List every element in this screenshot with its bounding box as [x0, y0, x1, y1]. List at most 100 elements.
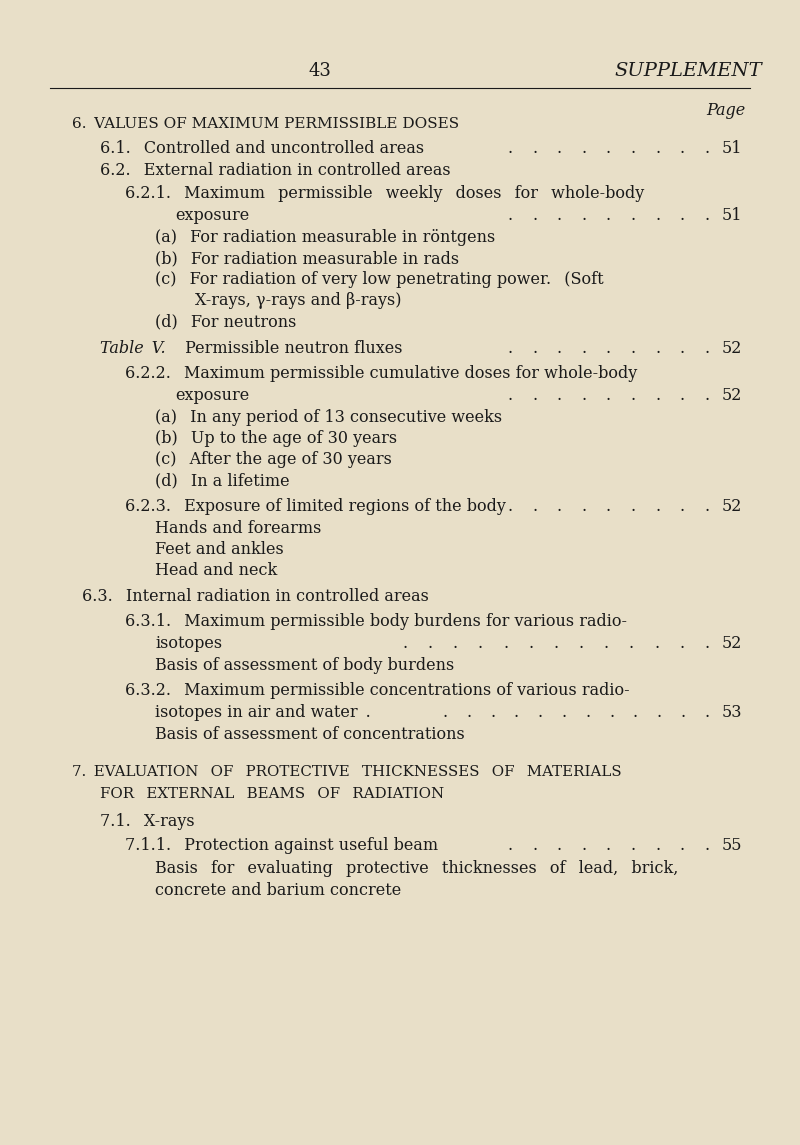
Text: .: . — [490, 704, 495, 721]
Text: exposure: exposure — [175, 207, 250, 224]
Text: .: . — [557, 387, 562, 404]
Text: SUPPLEMENT: SUPPLEMENT — [614, 62, 762, 80]
Text: .: . — [680, 837, 685, 854]
Text: .: . — [630, 387, 636, 404]
Text: .: . — [466, 704, 471, 721]
Text: .: . — [630, 207, 636, 224]
Text: .: . — [582, 140, 586, 157]
Text: .: . — [557, 837, 562, 854]
Text: .: . — [478, 635, 483, 652]
Text: .: . — [582, 498, 586, 515]
Text: 6.2.1.  Maximum  permissible  weekly  doses  for  whole-body: 6.2.1. Maximum permissible weekly doses … — [125, 185, 644, 202]
Text: .: . — [655, 498, 660, 515]
Text: .: . — [453, 635, 458, 652]
Text: isotopes in air and water .: isotopes in air and water . — [155, 704, 370, 721]
Text: 6.2.  External radiation in controlled areas: 6.2. External radiation in controlled ar… — [100, 161, 450, 179]
Text: 7.1.1.  Protection against useful beam: 7.1.1. Protection against useful beam — [125, 837, 438, 854]
Text: .: . — [705, 837, 710, 854]
Text: 52: 52 — [722, 498, 742, 515]
Text: .: . — [630, 140, 636, 157]
Text: isotopes: isotopes — [155, 635, 222, 652]
Text: .: . — [681, 704, 686, 721]
Text: .: . — [402, 635, 407, 652]
Text: (a)  In any period of 13 consecutive weeks: (a) In any period of 13 consecutive week… — [155, 409, 502, 426]
Text: 52: 52 — [722, 387, 742, 404]
Text: exposure: exposure — [175, 387, 250, 404]
Text: .: . — [532, 140, 537, 157]
Text: 55: 55 — [722, 837, 742, 854]
Text: .: . — [507, 837, 513, 854]
Text: .: . — [532, 837, 537, 854]
Text: .: . — [557, 340, 562, 357]
Text: .: . — [557, 140, 562, 157]
Text: 6.1.  Controlled and uncontrolled areas: 6.1. Controlled and uncontrolled areas — [100, 140, 424, 157]
Text: 52: 52 — [722, 340, 742, 357]
Text: .: . — [630, 837, 636, 854]
Text: 53: 53 — [722, 704, 742, 721]
Text: .: . — [655, 837, 660, 854]
Text: .: . — [557, 207, 562, 224]
Text: Table V.: Table V. — [100, 340, 166, 357]
Text: .: . — [503, 635, 508, 652]
Text: .: . — [705, 207, 710, 224]
Text: 51: 51 — [722, 207, 742, 224]
Text: .: . — [629, 635, 634, 652]
Text: 7.1.  X-rays: 7.1. X-rays — [100, 813, 194, 830]
Text: .: . — [705, 340, 710, 357]
Text: (d)  For neutrons: (d) For neutrons — [155, 313, 296, 330]
Text: .: . — [606, 387, 611, 404]
Text: .: . — [705, 498, 710, 515]
Text: .: . — [604, 635, 609, 652]
Text: .: . — [578, 635, 584, 652]
Text: .: . — [532, 207, 537, 224]
Text: Feet and ankles: Feet and ankles — [155, 540, 284, 558]
Text: .: . — [554, 635, 558, 652]
Text: .: . — [680, 207, 685, 224]
Text: 52: 52 — [722, 635, 742, 652]
Text: .: . — [606, 207, 611, 224]
Text: X-rays, γ-rays and β-rays): X-rays, γ-rays and β-rays) — [195, 292, 402, 309]
Text: .: . — [705, 140, 710, 157]
Text: .: . — [528, 635, 534, 652]
Text: .: . — [428, 635, 433, 652]
Text: .: . — [514, 704, 519, 721]
Text: Basis  for  evaluating  protective  thicknesses  of  lead,  brick,: Basis for evaluating protective thicknes… — [155, 860, 678, 877]
Text: .: . — [507, 498, 513, 515]
Text: 6.2.2.  Maximum permissible cumulative doses for whole-body: 6.2.2. Maximum permissible cumulative do… — [125, 365, 638, 382]
Text: .: . — [562, 704, 566, 721]
Text: Basis of assessment of concentrations: Basis of assessment of concentrations — [155, 726, 465, 743]
Text: .: . — [582, 387, 586, 404]
Text: Page: Page — [706, 102, 745, 119]
Text: .: . — [679, 635, 684, 652]
Text: .: . — [442, 704, 447, 721]
Text: .: . — [655, 140, 660, 157]
Text: .: . — [532, 498, 537, 515]
Text: .: . — [532, 387, 537, 404]
Text: 6. VALUES OF MAXIMUM PERMISSIBLE DOSES: 6. VALUES OF MAXIMUM PERMISSIBLE DOSES — [72, 117, 459, 131]
Text: concrete and barium concrete: concrete and barium concrete — [155, 882, 402, 899]
Text: .: . — [705, 704, 710, 721]
Text: 6.3.1.  Maximum permissible body burdens for various radio-: 6.3.1. Maximum permissible body burdens … — [125, 613, 627, 630]
Text: (a)  For radiation measurable in röntgens: (a) For radiation measurable in röntgens — [155, 229, 495, 246]
Text: .: . — [606, 837, 611, 854]
Text: .: . — [606, 140, 611, 157]
Text: .: . — [633, 704, 638, 721]
Text: 6.2.3.  Exposure of limited regions of the body: 6.2.3. Exposure of limited regions of th… — [125, 498, 506, 515]
Text: (c)  For radiation of very low penetrating power.  (Soft: (c) For radiation of very low penetratin… — [155, 271, 604, 289]
Text: Head and neck: Head and neck — [155, 562, 278, 579]
Text: .: . — [705, 635, 710, 652]
Text: .: . — [680, 340, 685, 357]
Text: .: . — [507, 340, 513, 357]
Text: Permissible neutron fluxes: Permissible neutron fluxes — [172, 340, 402, 357]
Text: .: . — [532, 340, 537, 357]
Text: .: . — [606, 498, 611, 515]
Text: .: . — [582, 837, 586, 854]
Text: 43: 43 — [309, 62, 331, 80]
Text: (d)  In a lifetime: (d) In a lifetime — [155, 472, 290, 489]
Text: 7. EVALUATION  OF  PROTECTIVE  THICKNESSES  OF  MATERIALS: 7. EVALUATION OF PROTECTIVE THICKNESSES … — [72, 765, 622, 779]
Text: 6.3.2.  Maximum permissible concentrations of various radio-: 6.3.2. Maximum permissible concentration… — [125, 682, 630, 698]
Text: (b)  Up to the age of 30 years: (b) Up to the age of 30 years — [155, 431, 397, 447]
Text: .: . — [654, 635, 659, 652]
Text: .: . — [606, 340, 611, 357]
Text: .: . — [705, 387, 710, 404]
